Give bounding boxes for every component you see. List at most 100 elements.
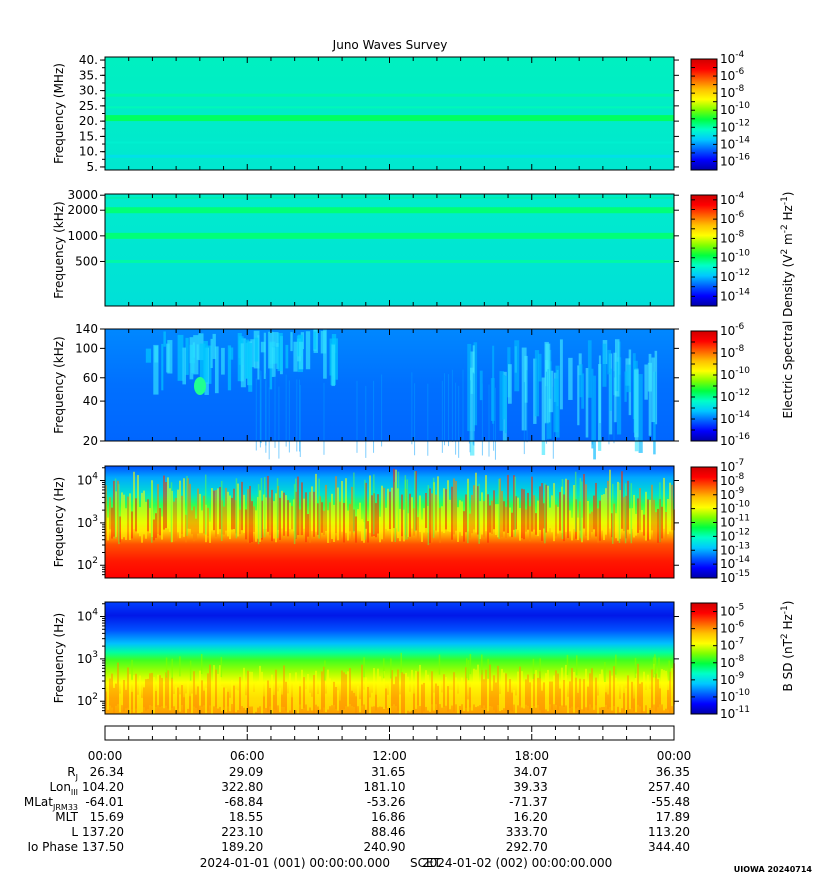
panel-5-spike	[165, 657, 168, 678]
colorbar-tick-exponent: -14	[735, 287, 750, 297]
panel-3-emission	[263, 332, 266, 379]
panel-5-texture-column	[615, 677, 617, 714]
panel-4-texture-column	[107, 517, 109, 541]
panel-4-texture-column	[419, 495, 421, 533]
panel-5-texture-column	[445, 677, 447, 706]
panel-4-texture-column	[539, 486, 541, 530]
panel-5-texture-column	[201, 680, 203, 707]
panel-5-texture-column	[349, 668, 351, 705]
colorbar-tick-label: 10-12	[720, 268, 750, 284]
panel-4-texture-column	[671, 484, 673, 531]
panel-4-spike	[579, 478, 582, 539]
panel-5-texture-column	[249, 671, 251, 707]
label-part: m	[781, 233, 795, 249]
panel-5-texture-column	[553, 675, 555, 705]
colorbar-tick-base: 10	[720, 412, 735, 426]
panel-5-texture-column	[617, 685, 619, 707]
panel-4-texture-column	[363, 522, 365, 543]
y-tick-label: 3000	[67, 188, 98, 202]
panel-3-emission	[504, 375, 508, 434]
label-part: )	[781, 191, 795, 196]
panel-5-texture-column	[649, 689, 651, 709]
panel-4-texture-column	[237, 483, 239, 537]
panel-5-texture-column	[287, 693, 289, 713]
colorbar-tick-exponent: -6	[735, 322, 744, 332]
panel-4-texture-column	[511, 512, 513, 538]
panel-3-emission	[305, 331, 311, 370]
panel-5-texture-column	[279, 687, 281, 713]
panel-5-texture-column	[415, 670, 417, 709]
panel-4-texture-column	[243, 494, 245, 533]
label-part: )	[781, 601, 795, 606]
panel-4-texture-column	[451, 486, 453, 540]
panel-3-emission	[559, 339, 563, 410]
colorbar-tick-label: 10-6	[720, 322, 745, 338]
panel-3-emission	[185, 337, 189, 375]
ephemeris-value: 223.10	[221, 825, 263, 839]
panel-3-emission	[502, 374, 506, 420]
panel-3-emission	[154, 346, 159, 363]
colorbar-tick-exponent: -8	[735, 344, 744, 354]
panel-5-texture-column	[269, 687, 271, 707]
panel-4-texture-column	[213, 490, 215, 531]
colorbar-tick-label: 10-8	[720, 654, 745, 670]
panel-4-texture-column	[117, 480, 119, 539]
panel-3-spike	[458, 385, 460, 458]
ephemeris-label-subscript: JRM33	[52, 803, 78, 812]
panel-5-spike	[469, 654, 472, 675]
panel-5-texture-column	[161, 677, 163, 707]
panel-3-spike	[323, 382, 325, 455]
panel-3-emission	[490, 378, 495, 421]
panel-5-texture-column	[605, 692, 607, 705]
spectrogram-panel-1: 40.35. 30.25.20.15. 10.5. Frequency (MHz)	[52, 53, 679, 174]
panel-5-texture-column	[441, 692, 443, 708]
panel-4-texture-column	[443, 488, 445, 534]
panel-4-texture-column	[341, 480, 343, 532]
panel-1-band	[105, 93, 674, 97]
panel-5-texture-column	[377, 668, 379, 708]
panel-5-texture-column	[171, 677, 173, 709]
panel-3-emission	[227, 345, 232, 391]
ephemeris-label-main: Io Phase	[27, 840, 78, 854]
panel-5-texture-column	[637, 663, 639, 705]
panel-3-emission	[290, 332, 293, 352]
panel-4-texture-column	[587, 500, 589, 541]
panel-4-spike	[318, 478, 320, 539]
colorbar-tick-label: 10-12	[720, 527, 750, 543]
panel-4-texture-column	[135, 498, 137, 532]
panel-3-spike	[591, 372, 593, 445]
panel-4-texture-column	[305, 492, 307, 543]
panel-4-texture-column	[635, 513, 637, 536]
colorbar-tick-label: 10-11	[720, 514, 750, 530]
y-tick-exponent: 3	[92, 650, 98, 660]
panel-4-texture-column	[343, 502, 345, 543]
ephemeris-row-label: Io Phase	[27, 840, 78, 854]
panel-4-texture-column	[651, 484, 653, 531]
panel-3-emission	[479, 370, 483, 401]
panel-3-emission	[644, 364, 648, 400]
panel-4-texture-column	[211, 488, 213, 531]
colorbar-tick-base: 10	[720, 622, 735, 636]
y-tick-label: 15.	[79, 129, 98, 143]
panel-5-texture-column	[461, 677, 463, 705]
ephemeris-value: 34.07	[513, 765, 547, 779]
panel-3-emission	[196, 344, 199, 360]
panel-4-texture-column	[465, 494, 467, 533]
ephemeris-value: 257.40	[648, 780, 690, 794]
colorbar-tick-exponent: -10	[735, 101, 750, 111]
panel-3-emission	[229, 347, 234, 360]
panel-5-spike	[390, 658, 392, 679]
panel-5-texture-column	[439, 681, 441, 705]
panel-5-spike	[171, 658, 173, 679]
ephemeris-value: 17.89	[656, 810, 690, 824]
panel-4-texture-column	[435, 494, 437, 531]
colorbar-tick-base: 10	[720, 656, 735, 670]
panel-4-spike	[467, 483, 469, 544]
panel-5-texture-column	[243, 667, 245, 708]
panel-5-texture-column	[659, 688, 661, 705]
colorbar-tick-exponent: -14	[735, 555, 750, 565]
panel-5-texture-column	[609, 670, 611, 708]
colorbar-tick-label: 10-8	[720, 472, 745, 488]
panel-4-texture-column	[609, 469, 611, 529]
